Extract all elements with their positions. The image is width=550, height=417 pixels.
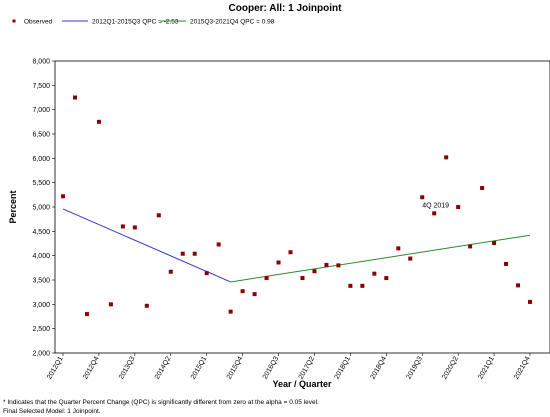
trend-line-segment-2 — [230, 234, 531, 283]
observed-point — [72, 95, 77, 100]
observed-point — [204, 271, 209, 276]
x-tick-label: 2016Q3 — [262, 355, 281, 380]
observed-point — [456, 205, 461, 209]
observed-point — [312, 269, 317, 274]
footnote-model: Final Selected Model: 1 Joinpoint. — [3, 408, 101, 415]
legend-segment1-label: 2012Q1-2015Q3 QPC = -2.53 — [92, 19, 179, 26]
observed-point — [492, 241, 497, 246]
annotation-label: 4Q 2019 — [422, 202, 449, 209]
observed-point — [408, 256, 413, 261]
observed-points — [61, 95, 532, 317]
observed-point — [480, 186, 485, 191]
x-tick-label: 2012Q4 — [82, 355, 101, 380]
x-tick-label: 2020Q2 — [441, 355, 460, 380]
x-tick-label: 2021Q1 — [477, 355, 496, 380]
observed-point — [336, 263, 341, 268]
observed-point — [504, 261, 509, 266]
y-axis: 2,000 2,500 3,000 3,500 4,000 4,500 5,000 5,500… — [32, 59, 55, 358]
y-tick-label: 3,500 — [32, 278, 50, 285]
y-axis-label: Percent — [8, 190, 18, 223]
observed-point — [84, 312, 89, 317]
footnote-significance: * Indicates that the Quarter Percent Cha… — [3, 399, 319, 406]
x-tick-label: 2015Q1 — [190, 355, 209, 380]
observed-point — [420, 195, 425, 200]
y-tick-label: 7,000 — [32, 107, 50, 114]
y-tick-label: 8,000 — [32, 59, 50, 66]
x-tick-label: 2017Q2 — [298, 355, 317, 380]
x-tick-label: 2012Q1 — [46, 355, 65, 380]
x-tick-label: 2019Q3 — [405, 355, 424, 380]
y-tick-label: 6,000 — [32, 156, 50, 163]
legend: Observed 2012Q1-2015Q3 QPC = -2.53 2015Q… — [12, 19, 275, 26]
observed-point — [228, 309, 233, 314]
observed-point — [180, 251, 185, 256]
x-tick-label: 2018Q1 — [334, 355, 353, 380]
x-tick-label: 2014Q2 — [154, 355, 173, 380]
annotations: 4Q 2019 — [422, 202, 449, 209]
observed-point — [288, 250, 293, 255]
observed-point — [348, 283, 353, 288]
observed-point — [528, 299, 532, 304]
observed-point — [240, 289, 245, 294]
y-tick-label: 4,000 — [32, 253, 50, 260]
observed-point — [300, 276, 305, 281]
observed-point — [372, 271, 377, 276]
observed-point — [468, 244, 473, 249]
y-tick-label: 5,500 — [32, 180, 50, 187]
legend-segment2-label: 2015Q3-2021Q4 QPC = 0.98 — [190, 19, 275, 26]
y-tick-label: 4,500 — [32, 229, 50, 236]
observed-point — [324, 262, 329, 267]
trend-lines — [62, 208, 531, 283]
observed-point — [384, 276, 389, 281]
observed-point — [360, 283, 365, 288]
x-tick-label: 2018Q4 — [370, 355, 389, 380]
observed-point — [444, 155, 449, 160]
observed-point — [276, 260, 281, 265]
observed-point — [108, 302, 113, 307]
observed-point — [252, 292, 257, 297]
x-tick-label: 2021Q4 — [513, 355, 532, 380]
y-tick-label: 2,000 — [32, 351, 50, 358]
observed-point — [156, 213, 161, 218]
legend-observed-label: Observed — [24, 19, 53, 26]
x-tick-label: 2013Q3 — [118, 355, 137, 380]
y-tick-label: 5,000 — [32, 205, 50, 212]
observed-point — [132, 225, 137, 230]
y-tick-label: 3,000 — [32, 302, 50, 309]
observed-point — [516, 283, 521, 288]
trend-line-segment-1 — [62, 208, 231, 283]
x-tick-label: 2015Q4 — [226, 355, 245, 380]
observed-point — [144, 303, 149, 308]
x-axis: 2012Q1 2012Q4 2013Q3 2014Q2 2015Q1 2015Q4 2016… — [46, 353, 532, 381]
y-tick-label: 7,500 — [32, 83, 50, 90]
observed-point — [216, 242, 221, 247]
y-tick-label: 2,500 — [32, 326, 50, 333]
plot-area — [54, 60, 550, 354]
observed-point — [264, 276, 269, 281]
observed-point — [96, 119, 101, 124]
observed-point — [168, 269, 173, 274]
observed-point — [120, 224, 125, 229]
observed-point — [396, 246, 401, 251]
observed-point — [192, 251, 197, 256]
y-tick-label: 6,500 — [32, 132, 50, 139]
chart-title: Cooper: All: 1 Joinpoint — [229, 3, 343, 14]
observed-point — [432, 211, 437, 216]
legend-observed-marker — [12, 19, 16, 23]
x-axis-label: Year / Quarter — [272, 379, 332, 389]
observed-point — [61, 194, 65, 199]
